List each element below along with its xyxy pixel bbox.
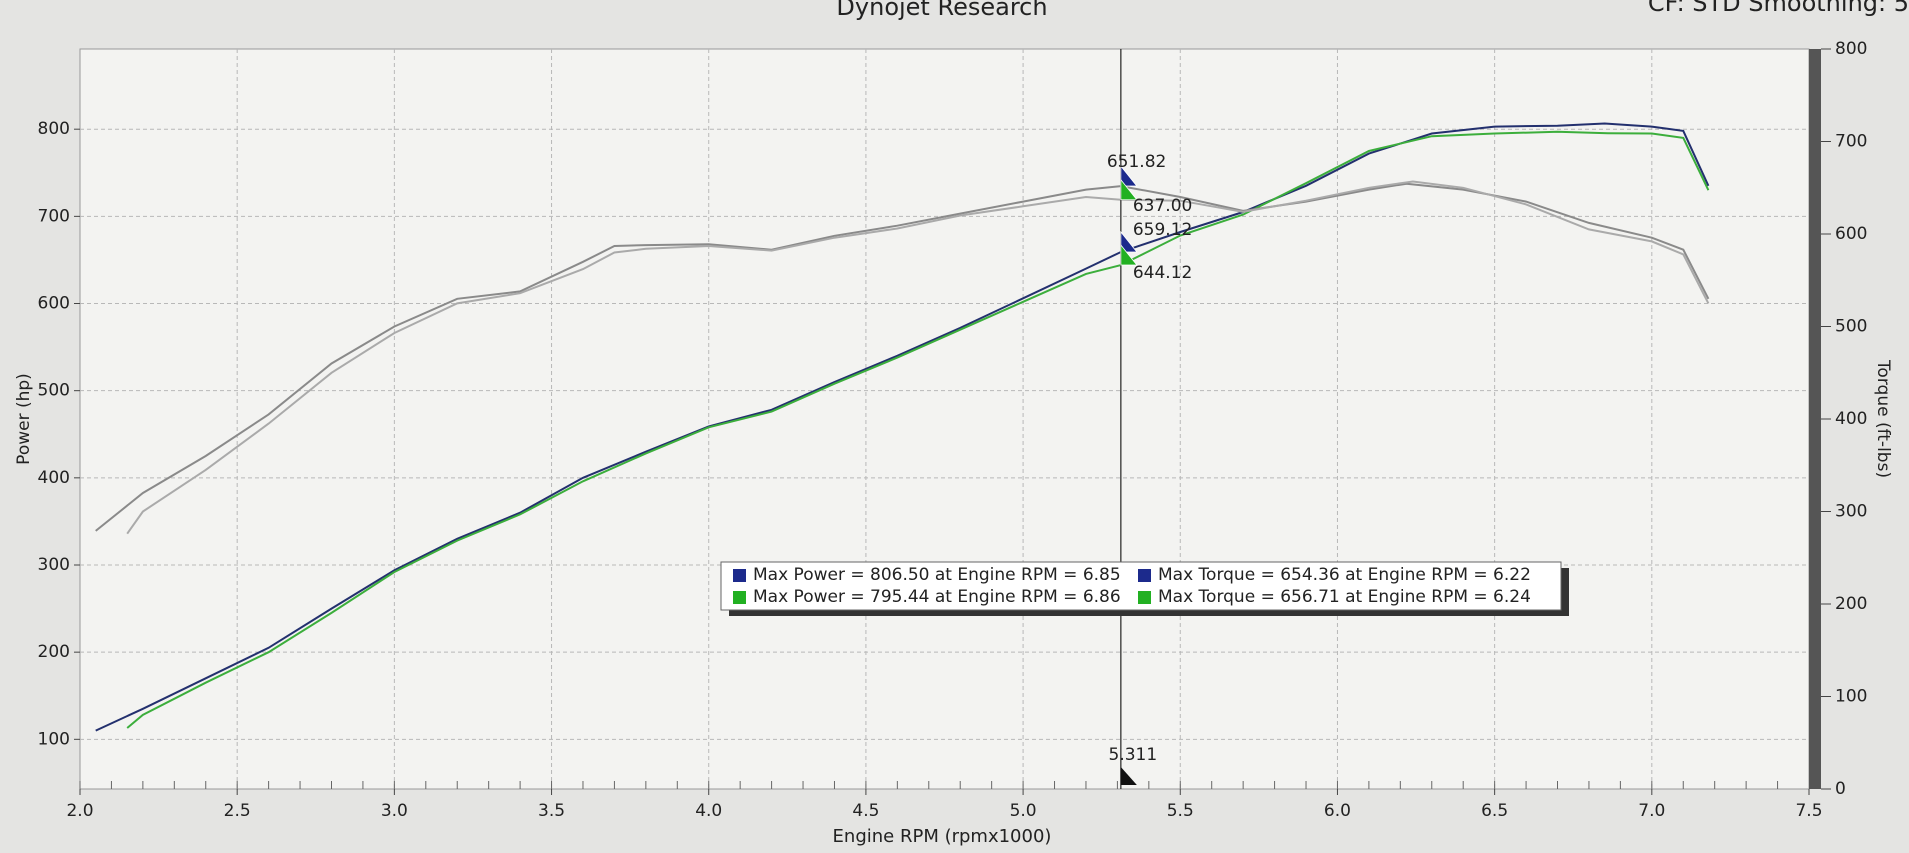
series-line (95, 122, 1710, 732)
summary-swatch (733, 569, 746, 582)
cursor-label: 5.311 (1109, 745, 1158, 765)
y2-axis-label: Torque (ft-lbs) (1873, 359, 1893, 478)
summary-entry: Max Torque = 654.36 at Engine RPM = 6.22 (1158, 565, 1531, 585)
y-tick-label: 600 (38, 294, 70, 314)
x-axis-label: Engine RPM (rpmx1000) (833, 826, 1052, 847)
y-tick-label: 200 (38, 642, 70, 662)
chart-title: Dynojet Research (836, 0, 1047, 21)
y-tick-label: 800 (38, 119, 70, 139)
x-tick-label: 7.0 (1638, 801, 1665, 821)
y2-tick-label: 800 (1835, 39, 1867, 59)
y2-tick-label: 0 (1835, 779, 1846, 799)
cursor-value-label: 637.00 (1133, 196, 1192, 216)
chart-subtitle: CF: STD Smoothing: 5 (1648, 0, 1909, 17)
series-line (126, 130, 1710, 729)
cursor-value-marker (1120, 243, 1138, 266)
x-tick-label: 3.5 (538, 801, 565, 821)
x-tick-label: 4.0 (695, 801, 722, 821)
right-axis-bar (1809, 49, 1821, 789)
series-line (126, 180, 1710, 535)
y2-tick-label: 300 (1835, 502, 1867, 522)
y-tick-label: 300 (38, 555, 70, 575)
y-tick-label: 100 (38, 729, 70, 749)
y-axis-label: Power (hp) (14, 373, 34, 465)
x-tick-label: 2.5 (224, 801, 251, 821)
x-tick-label: 7.5 (1795, 801, 1822, 821)
x-tick-label: 5.0 (1010, 801, 1037, 821)
cursor-marker (1120, 767, 1137, 785)
y2-tick-label: 700 (1835, 132, 1867, 152)
y2-tick-label: 400 (1835, 409, 1867, 429)
plot-area (79, 48, 1810, 790)
cursor-value-label: 651.82 (1107, 152, 1166, 172)
y-tick-label: 400 (38, 468, 70, 488)
cursor-value-marker (1120, 164, 1138, 187)
cursor-value-marker (1120, 178, 1138, 201)
x-tick-label: 6.5 (1481, 801, 1508, 821)
x-tick-label: 5.5 (1167, 801, 1194, 821)
summary-swatch (733, 591, 746, 604)
x-tick-label: 6.0 (1324, 801, 1351, 821)
cursor-value-label: 644.12 (1133, 263, 1192, 283)
y-tick-label: 500 (38, 381, 70, 401)
summary-entry: Max Torque = 656.71 at Engine RPM = 6.24 (1158, 587, 1531, 607)
y2-tick-label: 500 (1835, 317, 1867, 337)
cursor-value-label: 659.12 (1133, 220, 1192, 240)
summary-swatch (1138, 569, 1151, 582)
summary-swatch (1138, 591, 1151, 604)
x-tick-label: 4.5 (852, 801, 879, 821)
x-tick-label: 2.0 (66, 801, 93, 821)
x-tick-label: 3.0 (381, 801, 408, 821)
y2-tick-label: 600 (1835, 224, 1867, 244)
cursor-value-marker (1120, 230, 1138, 253)
y-tick-label: 700 (38, 206, 70, 226)
summary-entry: Max Power = 806.50 at Engine RPM = 6.85 (753, 565, 1121, 585)
y2-tick-label: 100 (1835, 687, 1867, 707)
summary-entry: Max Power = 795.44 at Engine RPM = 6.86 (753, 587, 1121, 607)
y2-tick-label: 200 (1835, 594, 1867, 614)
